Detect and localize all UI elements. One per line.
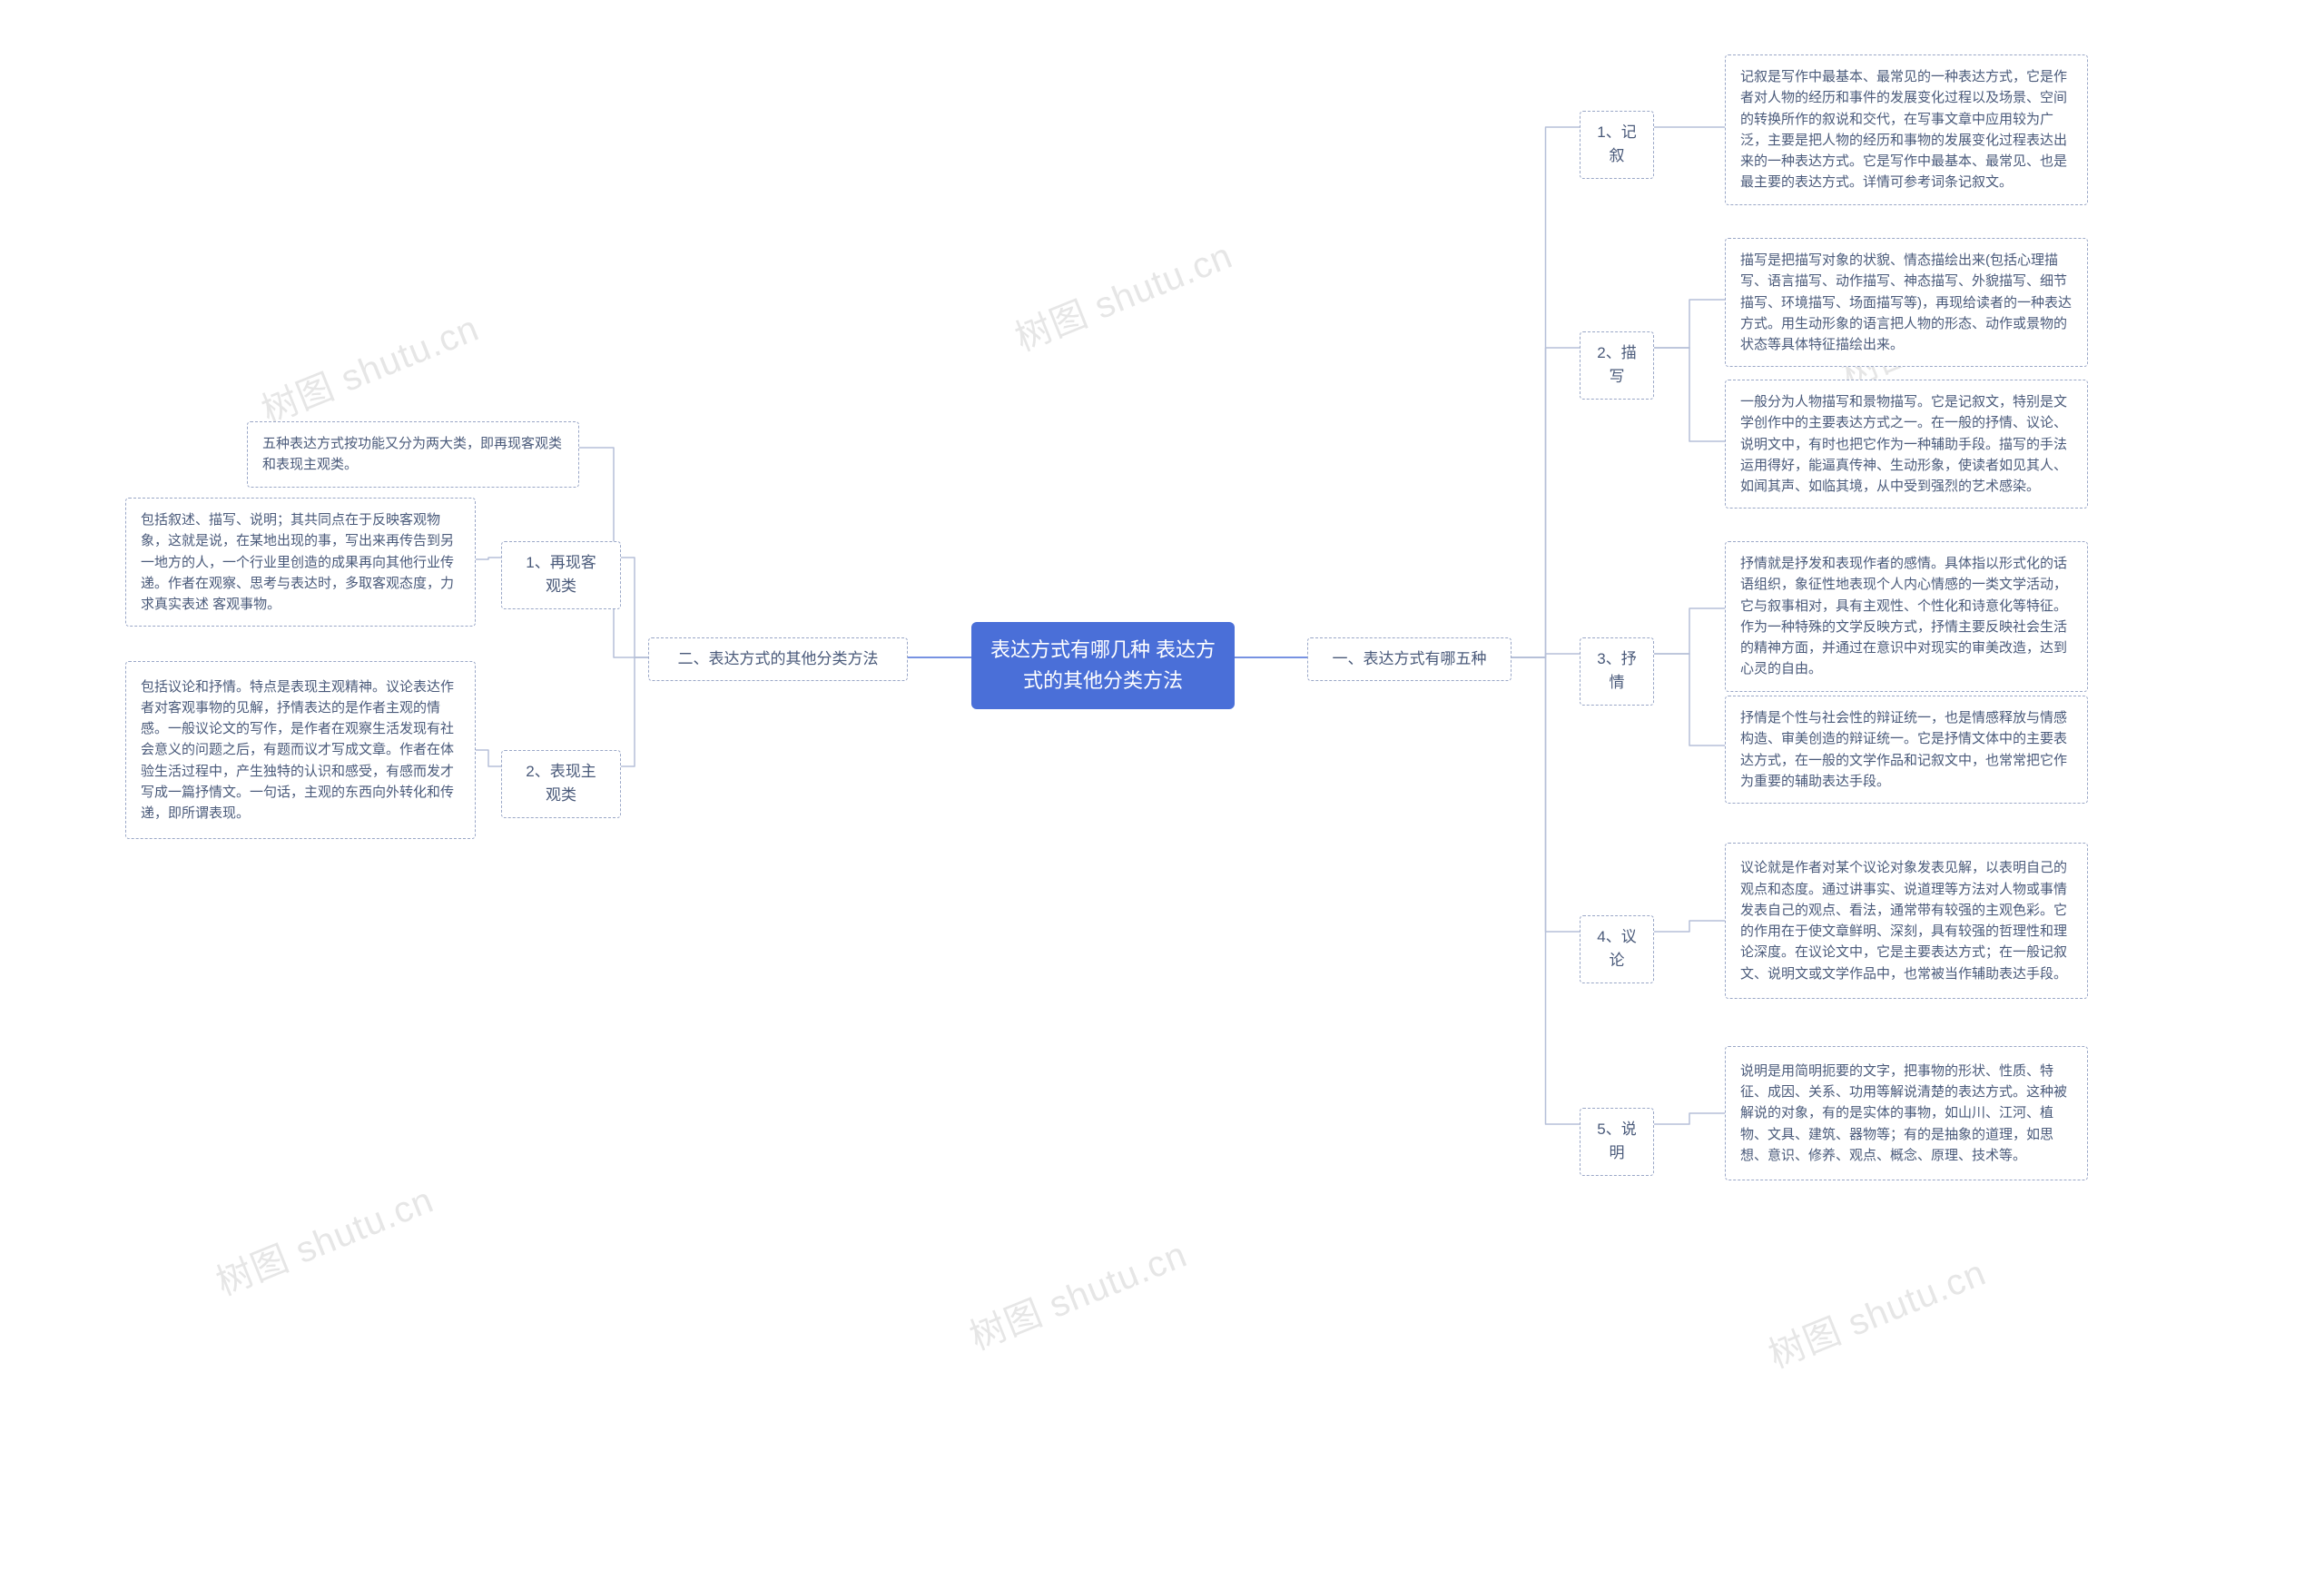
right-child-r2: 2、描写: [1580, 331, 1654, 400]
right-child-r3: 3、抒情: [1580, 637, 1654, 706]
left-child-l1: 1、再现客观类: [501, 541, 621, 609]
watermark: 树图 shutu.cn: [252, 299, 486, 434]
watermark: 树图 shutu.cn: [960, 1225, 1194, 1360]
right-detail-r4-0: 议论就是作者对某个议论对象发表见解，以表明自己的观点和态度。通过讲事实、说道理等…: [1725, 843, 2088, 999]
branch-right: 一、表达方式有哪五种: [1307, 637, 1512, 681]
left-detail-l1-0: 包括叙述、描写、说明；其共同点在于反映客观物象，这就是说，在某地出现的事，写出来…: [125, 498, 476, 627]
right-detail-r3-0: 抒情就是抒发和表现作者的感情。具体指以形式化的话语组织，象征性地表现个人内心情感…: [1725, 541, 2088, 692]
root-node: 表达方式有哪几种 表达方式的其他分类方法: [971, 622, 1235, 709]
branch-left: 二、表达方式的其他分类方法: [648, 637, 908, 681]
right-detail-r2-0: 描写是把描写对象的状貌、情态描绘出来(包括心理描写、语言描写、动作描写、神态描写…: [1725, 238, 2088, 367]
watermark: 树图 shutu.cn: [1759, 1243, 1993, 1378]
left-child-l2: 2、表现主观类: [501, 750, 621, 818]
right-detail-r3-1: 抒情是个性与社会性的辩证统一，也是情感释放与情感构造、审美创造的辩证统一。它是抒…: [1725, 696, 2088, 804]
mindmap-canvas: 树图 shutu.cn 树图 shutu.cn 树图 shutu.cn 树图 shut…: [0, 0, 2324, 1570]
watermark: 树图 shutu.cn: [207, 1170, 440, 1306]
right-child-r5: 5、说明: [1580, 1108, 1654, 1176]
watermark: 树图 shutu.cn: [1006, 226, 1239, 361]
right-child-r1: 1、记叙: [1580, 111, 1654, 179]
right-detail-r1-0: 记叙是写作中最基本、最常见的一种表达方式，它是作者对人物的经历和事件的发展变化过…: [1725, 54, 2088, 205]
left-detail-l2-0: 包括议论和抒情。特点是表现主观精神。议论表达作者对客观事物的见解，抒情表达的是作…: [125, 661, 476, 839]
right-child-r4: 4、议论: [1580, 915, 1654, 983]
left-intro: 五种表达方式按功能又分为两大类，即再现客观类和表现主观类。: [247, 421, 579, 488]
right-detail-r2-1: 一般分为人物描写和景物描写。它是记叙文，特别是文学创作中的主要表达方式之一。在一…: [1725, 380, 2088, 509]
right-detail-r5-0: 说明是用简明扼要的文字，把事物的形状、性质、特征、成因、关系、功用等解说清楚的表…: [1725, 1046, 2088, 1180]
